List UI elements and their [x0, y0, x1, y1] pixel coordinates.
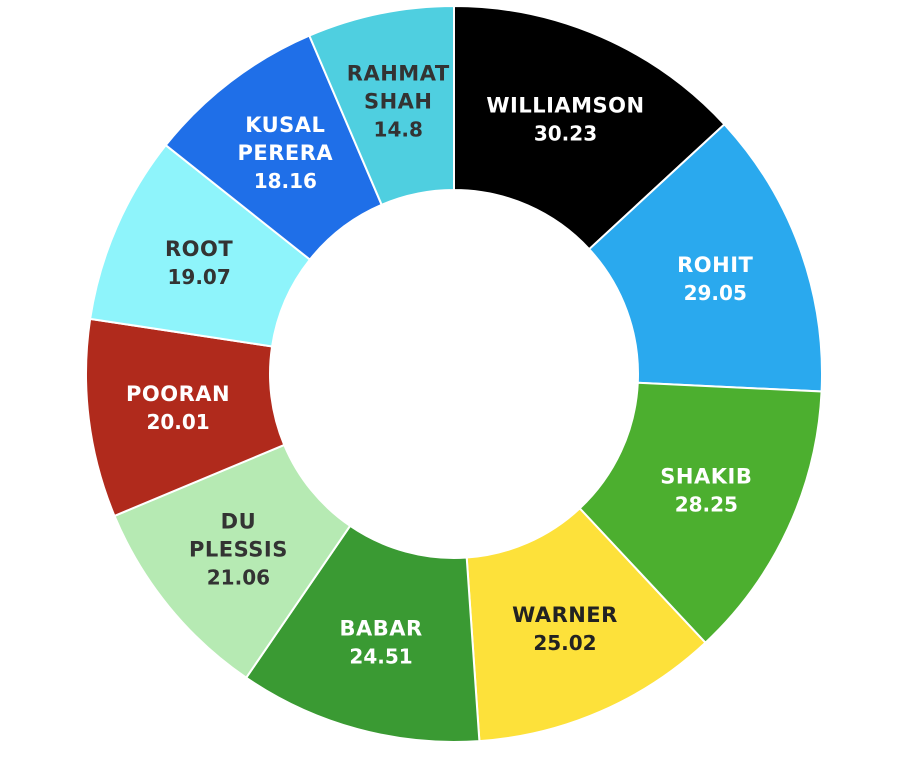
slice-shakib [578, 381, 823, 645]
slice-williamson [453, 4, 726, 251]
slice-label-babar: BABAR 24.51 [339, 616, 422, 668]
slice-value-label: 20.01 [146, 410, 209, 434]
slice-label-kusal-perera: KUSAL PERERA 18.16 [237, 113, 333, 193]
slice-label-du-plessis: DU PLESSIS 21.06 [189, 510, 288, 590]
slice-name-label: BABAR [339, 616, 422, 640]
slice-label-pooran: POORAN 20.01 [126, 382, 230, 434]
slice-name-label: ROOT [165, 237, 233, 261]
slice-label-warner: WARNER 25.02 [512, 603, 618, 655]
slice-name-label: PERERA [237, 141, 333, 165]
slice-name-label: WARNER [512, 603, 618, 627]
slice-value-label: 21.06 [207, 566, 270, 590]
slice-value-label: 18.16 [254, 169, 317, 193]
slice-name-label: KUSAL [245, 113, 325, 137]
slice-value-label: 24.51 [349, 644, 412, 668]
slice-babar [244, 524, 481, 743]
slice-label-rohit: ROHIT 29.05 [677, 253, 753, 305]
slice-label-root: ROOT 19.07 [165, 237, 233, 289]
slice-label-shakib: SHAKIB 28.25 [660, 465, 752, 517]
slice-name-label: RAHMAT [347, 62, 450, 86]
slice-name-label: PLESSIS [189, 538, 288, 562]
slice-rahmat-shah [308, 4, 455, 207]
slice-rohit [587, 122, 823, 393]
slice-label-williamson: WILLIAMSON 30.23 [486, 93, 644, 145]
slice-name-label: WILLIAMSON [486, 93, 644, 117]
slice-value-label: 25.02 [533, 631, 596, 655]
slice-name-label: ROHIT [677, 253, 753, 277]
slice-value-label: 29.05 [684, 281, 747, 305]
slice-value-label: 19.07 [167, 265, 230, 289]
slice-name-label: SHAKIB [660, 465, 752, 489]
slice-value-label: 30.23 [534, 121, 597, 145]
slice-label-rahmat-shah: RAHMAT SHAH 14.8 [347, 62, 450, 142]
slice-value-label: 14.8 [374, 118, 423, 142]
slice-value-label: 28.25 [675, 493, 738, 517]
slice-name-label: SHAH [364, 90, 433, 114]
slice-name-label: POORAN [126, 382, 230, 406]
slice-name-label: DU [221, 510, 256, 534]
